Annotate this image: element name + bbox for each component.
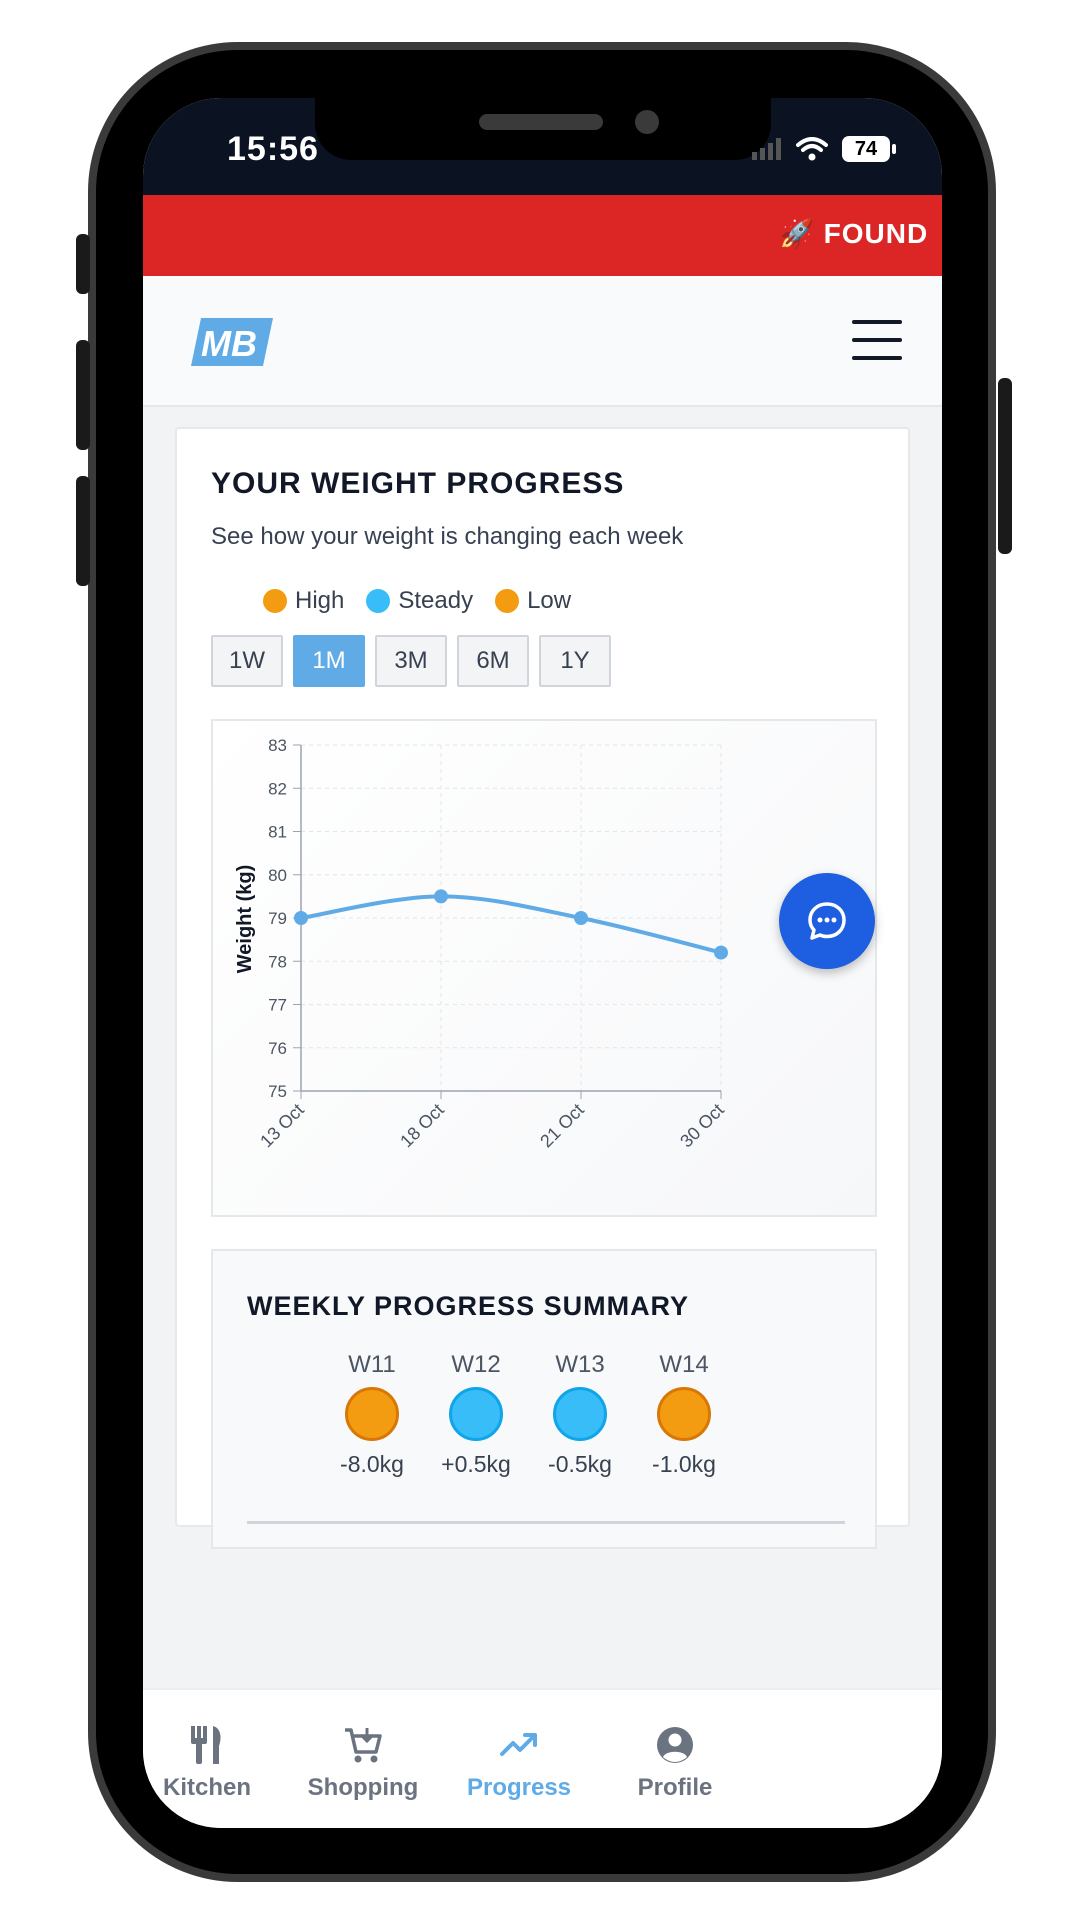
tab-shopping[interactable]: Shopping bbox=[263, 1726, 463, 1802]
legend-label: Low bbox=[527, 587, 572, 614]
week-delta: +0.5kg bbox=[441, 1451, 511, 1477]
status-icons: 74 bbox=[752, 136, 896, 162]
notch bbox=[315, 98, 771, 160]
y-tick-label: 83 bbox=[268, 736, 287, 755]
week-delta: -0.5kg bbox=[548, 1451, 612, 1477]
app-header: MB bbox=[143, 276, 942, 407]
x-tick-label: 30 Oct bbox=[676, 1100, 728, 1152]
screen: 15:56 74 🚀 FOUND MB bbox=[143, 98, 942, 1828]
tab-progress[interactable]: Progress bbox=[419, 1726, 619, 1802]
summary-divider bbox=[247, 1521, 845, 1524]
week-delta: -8.0kg bbox=[340, 1451, 404, 1477]
range-button-6m[interactable]: 6M bbox=[457, 635, 529, 687]
week-item-w12[interactable]: W12 +0.5kg bbox=[437, 1351, 515, 1478]
cart-icon bbox=[345, 1728, 382, 1763]
weeks-row: W11 -8.0kg W12 +0.5kg W13 -0.5kg W14 bbox=[333, 1351, 723, 1478]
status-bar: 15:56 74 bbox=[143, 98, 942, 195]
weight-progress-card: YOUR WEIGHT PROGRESS See how your weight… bbox=[175, 427, 910, 1549]
week-item-w11[interactable]: W11 -8.0kg bbox=[333, 1351, 411, 1478]
week-status-dot bbox=[345, 1387, 399, 1441]
week-label: W12 bbox=[451, 1351, 501, 1378]
week-delta: -1.0kg bbox=[652, 1451, 716, 1477]
y-tick-label: 77 bbox=[268, 996, 287, 1015]
chat-icon bbox=[808, 902, 846, 940]
range-button-1w[interactable]: 1W bbox=[211, 635, 283, 687]
legend-dot bbox=[263, 589, 287, 613]
chat-button[interactable] bbox=[779, 873, 875, 969]
power-button bbox=[998, 378, 1012, 554]
tab-profile[interactable]: Profile bbox=[575, 1726, 775, 1802]
silent-switch bbox=[76, 234, 90, 294]
x-tick-label: 21 Oct bbox=[536, 1100, 588, 1152]
y-tick-label: 82 bbox=[268, 779, 287, 798]
battery-icon: 74 bbox=[842, 136, 896, 162]
time-range-selector: 1W 1M 3M 6M 1Y bbox=[211, 635, 611, 687]
range-button-3m[interactable]: 3M bbox=[375, 635, 447, 687]
svg-text:MB: MB bbox=[201, 323, 257, 364]
week-label: W11 bbox=[348, 1351, 396, 1378]
data-point[interactable] bbox=[574, 911, 588, 925]
menu-line bbox=[852, 356, 902, 360]
range-button-1m[interactable]: 1M bbox=[293, 635, 365, 687]
card-title: YOUR WEIGHT PROGRESS bbox=[211, 467, 625, 500]
legend-label: Steady bbox=[398, 587, 474, 614]
menu-line bbox=[852, 320, 902, 324]
weight-chart-container: 75 76 77 78 79 80 81 82 83 13 Oct 18 Oct 21 Oct 30 … bbox=[211, 719, 877, 1217]
data-point[interactable] bbox=[434, 889, 448, 904]
volume-down-button bbox=[76, 476, 90, 586]
y-tick-label: 76 bbox=[268, 1039, 287, 1058]
status-time: 15:56 bbox=[227, 130, 319, 168]
fork-knife-icon bbox=[191, 1726, 221, 1764]
tab-label: Shopping bbox=[307, 1774, 419, 1801]
legend-label: High bbox=[295, 587, 345, 614]
x-tick-label: 18 Oct bbox=[396, 1100, 448, 1152]
tab-label: Progress bbox=[466, 1774, 572, 1801]
tab-label: Profile bbox=[637, 1774, 713, 1801]
weekly-summary: WEEKLY PROGRESS SUMMARY W11 -8.0kg W12 +… bbox=[211, 1249, 877, 1549]
hamburger-menu-button[interactable] bbox=[852, 320, 902, 360]
week-status-dot bbox=[657, 1387, 711, 1441]
card-subtitle: See how your weight is changing each wee… bbox=[211, 523, 684, 550]
promo-banner-text: 🚀 FOUND bbox=[779, 218, 929, 249]
y-axis-label: Weight (kg) bbox=[234, 865, 256, 974]
weight-line bbox=[300, 894, 722, 955]
legend-dot bbox=[366, 589, 391, 613]
mb-logo[interactable]: MB bbox=[191, 318, 273, 366]
weight-line-chart: 75 76 77 78 79 80 81 82 83 13 Oct 18 Oct 21 Oct 30 … bbox=[234, 736, 728, 1152]
user-circle-icon bbox=[657, 1727, 693, 1763]
wifi-icon bbox=[796, 137, 828, 161]
trending-up-icon bbox=[500, 1733, 537, 1756]
y-tick-label: 78 bbox=[268, 952, 287, 971]
week-status-dot bbox=[553, 1387, 607, 1441]
week-status-dot bbox=[449, 1387, 503, 1441]
y-tick-label: 75 bbox=[268, 1082, 287, 1101]
legend-item-steady: Steady bbox=[366, 587, 473, 615]
promo-banner[interactable]: 🚀 FOUND bbox=[143, 195, 942, 276]
status-legend: High Steady Low bbox=[263, 587, 571, 615]
bottom-tab-bar: Kitchen Shopping Progress Pro bbox=[143, 1688, 942, 1828]
tab-label: Kitchen bbox=[162, 1774, 251, 1801]
tab-kitchen[interactable]: Kitchen bbox=[143, 1726, 307, 1802]
y-tick-label: 80 bbox=[268, 866, 287, 885]
week-item-w13[interactable]: W13 -0.5kg bbox=[541, 1351, 619, 1478]
x-tick-label: 13 Oct bbox=[256, 1100, 308, 1152]
legend-item-low: Low bbox=[495, 587, 571, 615]
legend-dot bbox=[495, 589, 520, 613]
volume-up-button bbox=[76, 340, 90, 450]
data-point[interactable] bbox=[294, 911, 308, 925]
signal-icon bbox=[752, 138, 781, 160]
front-camera bbox=[635, 110, 659, 134]
data-point[interactable] bbox=[714, 945, 728, 960]
speaker bbox=[479, 114, 603, 130]
week-label: W13 bbox=[555, 1351, 605, 1378]
week-item-w14[interactable]: W14 -1.0kg bbox=[645, 1351, 723, 1478]
legend-item-high: High bbox=[263, 587, 344, 615]
menu-line bbox=[852, 338, 902, 342]
week-label: W14 bbox=[659, 1351, 709, 1378]
range-button-1y[interactable]: 1Y bbox=[539, 635, 611, 687]
summary-title: WEEKLY PROGRESS SUMMARY bbox=[247, 1291, 690, 1321]
y-tick-label: 79 bbox=[268, 909, 287, 928]
y-tick-label: 81 bbox=[268, 823, 287, 842]
